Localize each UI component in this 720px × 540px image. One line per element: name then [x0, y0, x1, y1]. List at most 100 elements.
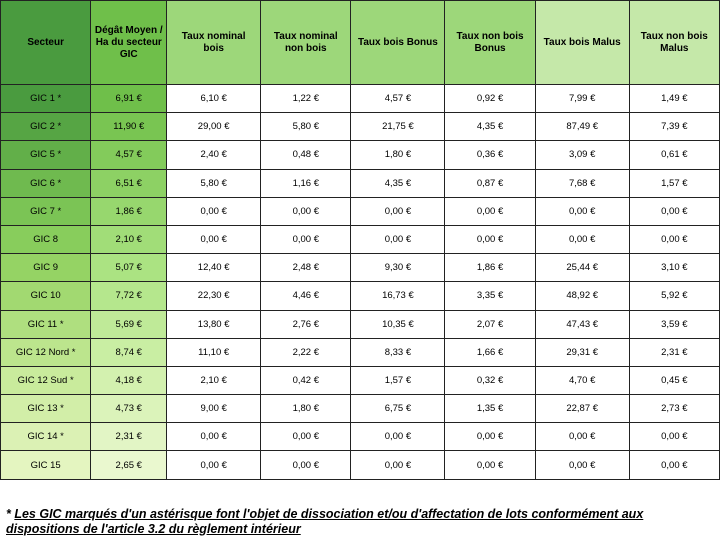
value-cell: 0,00 € — [261, 451, 351, 479]
value-cell: 4,57 € — [351, 85, 445, 113]
table-row: GIC 82,10 €0,00 €0,00 €0,00 €0,00 €0,00 … — [1, 225, 720, 253]
value-cell: 0,00 € — [261, 423, 351, 451]
value-cell: 6,75 € — [351, 395, 445, 423]
col-header-0: Secteur — [1, 1, 91, 85]
value-cell: 7,72 € — [91, 282, 167, 310]
value-cell: 0,00 € — [535, 423, 629, 451]
value-cell: 0,45 € — [629, 366, 719, 394]
col-header-4: Taux bois Bonus — [351, 1, 445, 85]
value-cell: 5,92 € — [629, 282, 719, 310]
value-cell: 9,00 € — [167, 395, 261, 423]
value-cell: 16,73 € — [351, 282, 445, 310]
table-row: GIC 95,07 €12,40 €2,48 €9,30 €1,86 €25,4… — [1, 254, 720, 282]
table-header-row: SecteurDégât Moyen / Ha du secteur GICTa… — [1, 1, 720, 85]
value-cell: 4,35 € — [351, 169, 445, 197]
value-cell: 1,16 € — [261, 169, 351, 197]
value-cell: 0,00 € — [351, 451, 445, 479]
value-cell: 0,00 € — [167, 225, 261, 253]
value-cell: 0,92 € — [445, 85, 535, 113]
value-cell: 0,00 € — [351, 225, 445, 253]
value-cell: 3,10 € — [629, 254, 719, 282]
value-cell: 2,65 € — [91, 451, 167, 479]
value-cell: 1,80 € — [261, 395, 351, 423]
sector-cell: GIC 5 * — [1, 141, 91, 169]
table-row: GIC 14 *2,31 €0,00 €0,00 €0,00 €0,00 €0,… — [1, 423, 720, 451]
value-cell: 0,00 € — [261, 225, 351, 253]
value-cell: 8,33 € — [351, 338, 445, 366]
sector-cell: GIC 9 — [1, 254, 91, 282]
value-cell: 11,10 € — [167, 338, 261, 366]
value-cell: 1,49 € — [629, 85, 719, 113]
table-row: GIC 152,65 €0,00 €0,00 €0,00 €0,00 €0,00… — [1, 451, 720, 479]
value-cell: 0,42 € — [261, 366, 351, 394]
value-cell: 3,35 € — [445, 282, 535, 310]
value-cell: 0,00 € — [351, 423, 445, 451]
sector-cell: GIC 12 Sud * — [1, 366, 91, 394]
value-cell: 22,30 € — [167, 282, 261, 310]
value-cell: 6,10 € — [167, 85, 261, 113]
value-cell: 0,00 € — [167, 423, 261, 451]
value-cell: 2,10 € — [167, 366, 261, 394]
value-cell: 7,99 € — [535, 85, 629, 113]
value-cell: 0,00 € — [629, 451, 719, 479]
value-cell: 2,76 € — [261, 310, 351, 338]
value-cell: 5,80 € — [261, 113, 351, 141]
col-header-3: Taux nominal non bois — [261, 1, 351, 85]
value-cell: 4,46 € — [261, 282, 351, 310]
value-cell: 0,00 € — [167, 451, 261, 479]
table-row: GIC 107,72 €22,30 €4,46 €16,73 €3,35 €48… — [1, 282, 720, 310]
value-cell: 2,31 € — [91, 423, 167, 451]
value-cell: 1,80 € — [351, 141, 445, 169]
value-cell: 5,69 € — [91, 310, 167, 338]
value-cell: 2,22 € — [261, 338, 351, 366]
table-row: GIC 7 *1,86 €0,00 €0,00 €0,00 €0,00 €0,0… — [1, 197, 720, 225]
sector-cell: GIC 15 — [1, 451, 91, 479]
value-cell: 0,00 € — [535, 451, 629, 479]
value-cell: 0,00 € — [445, 423, 535, 451]
value-cell: 0,00 € — [445, 225, 535, 253]
value-cell: 3,09 € — [535, 141, 629, 169]
col-header-2: Taux nominal bois — [167, 1, 261, 85]
value-cell: 0,00 € — [629, 225, 719, 253]
sector-cell: GIC 14 * — [1, 423, 91, 451]
sector-cell: GIC 6 * — [1, 169, 91, 197]
sector-cell: GIC 2 * — [1, 113, 91, 141]
col-header-6: Taux bois Malus — [535, 1, 629, 85]
value-cell: 2,10 € — [91, 225, 167, 253]
value-cell: 0,00 € — [629, 197, 719, 225]
table-row: GIC 2 *11,90 €29,00 €5,80 €21,75 €4,35 €… — [1, 113, 720, 141]
value-cell: 5,07 € — [91, 254, 167, 282]
value-cell: 1,57 € — [351, 366, 445, 394]
value-cell: 4,35 € — [445, 113, 535, 141]
value-cell: 1,86 € — [91, 197, 167, 225]
value-cell: 2,73 € — [629, 395, 719, 423]
value-cell: 6,91 € — [91, 85, 167, 113]
value-cell: 0,48 € — [261, 141, 351, 169]
value-cell: 2,07 € — [445, 310, 535, 338]
table-row: GIC 12 Nord *8,74 €11,10 €2,22 €8,33 €1,… — [1, 338, 720, 366]
value-cell: 3,59 € — [629, 310, 719, 338]
value-cell: 2,40 € — [167, 141, 261, 169]
footnote-text: Les GIC marqués d'un astérisque font l'o… — [6, 507, 643, 535]
sector-cell: GIC 12 Nord * — [1, 338, 91, 366]
value-cell: 87,49 € — [535, 113, 629, 141]
value-cell: 0,00 € — [535, 225, 629, 253]
value-cell: 0,00 € — [445, 451, 535, 479]
value-cell: 12,40 € — [167, 254, 261, 282]
value-cell: 0,00 € — [351, 197, 445, 225]
value-cell: 0,00 € — [445, 197, 535, 225]
value-cell: 6,51 € — [91, 169, 167, 197]
value-cell: 2,48 € — [261, 254, 351, 282]
value-cell: 0,00 € — [167, 197, 261, 225]
col-header-5: Taux non bois Bonus — [445, 1, 535, 85]
value-cell: 0,36 € — [445, 141, 535, 169]
col-header-1: Dégât Moyen / Ha du secteur GIC — [91, 1, 167, 85]
table-row: GIC 6 *6,51 €5,80 €1,16 €4,35 €0,87 €7,6… — [1, 169, 720, 197]
value-cell: 25,44 € — [535, 254, 629, 282]
sector-cell: GIC 8 — [1, 225, 91, 253]
value-cell: 10,35 € — [351, 310, 445, 338]
table-row: GIC 13 *4,73 €9,00 €1,80 €6,75 €1,35 €22… — [1, 395, 720, 423]
value-cell: 13,80 € — [167, 310, 261, 338]
gic-rate-table: SecteurDégât Moyen / Ha du secteur GICTa… — [0, 0, 720, 480]
value-cell: 1,35 € — [445, 395, 535, 423]
